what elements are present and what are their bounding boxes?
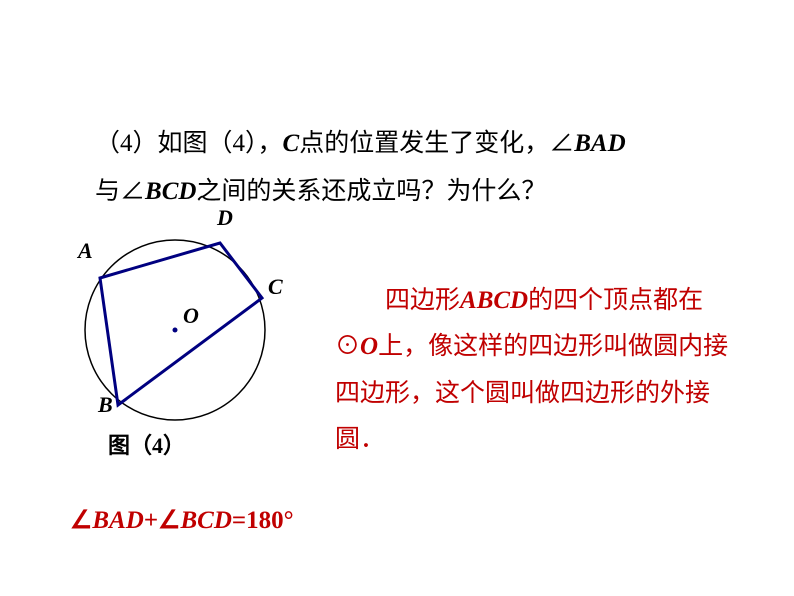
angle-bad-2: BAD bbox=[92, 507, 143, 534]
label-c: C bbox=[268, 274, 283, 300]
label-o: O bbox=[183, 303, 199, 329]
question-part4: 之间的关系还成立吗？为什么？ bbox=[196, 178, 546, 205]
label-a: A bbox=[78, 238, 93, 264]
explanation-part3: 上，像这样的四边形叫做圆内接四边形，这个圆叫做四边形的外接圆． bbox=[335, 333, 728, 453]
degree-value: 180° bbox=[246, 507, 294, 534]
question-part2: 点的位置发生了变化，∠ bbox=[299, 130, 574, 157]
equals-sign: = bbox=[232, 507, 246, 534]
quadrilateral-abcd bbox=[100, 243, 262, 405]
angle-bad-1: BAD bbox=[574, 130, 625, 157]
center-o: O bbox=[360, 333, 378, 360]
angle-symbol-1: ∠ bbox=[70, 507, 92, 534]
question-text: （4）如图（4），C点的位置发生了变化，∠BAD 与∠BCD之间的关系还成立吗？为… bbox=[95, 120, 740, 215]
point-c: C bbox=[283, 130, 300, 157]
angle-symbol-2: ∠ bbox=[158, 507, 180, 534]
explanation-text: 四边形ABCD的四个顶点都在⊙O上，像这样的四边形叫做圆内接四边形，这个圆叫做四… bbox=[335, 278, 745, 463]
angle-bcd-2: BCD bbox=[181, 507, 232, 534]
conclusion-formula: ∠BAD+∠BCD=180° bbox=[70, 505, 294, 535]
center-dot bbox=[173, 328, 178, 333]
figure-caption: 图（4） bbox=[108, 428, 185, 460]
label-b: B bbox=[98, 392, 113, 418]
diagram-container: A B C D O bbox=[65, 215, 310, 455]
explanation-indent bbox=[335, 287, 385, 314]
quad-abcd: ABCD bbox=[460, 287, 528, 314]
question-part1: （4）如图（4）， bbox=[95, 130, 283, 157]
geometry-diagram bbox=[65, 215, 310, 455]
label-d: D bbox=[217, 205, 233, 231]
question-part3: 与∠ bbox=[95, 178, 145, 205]
explanation-part1: 四边形 bbox=[385, 287, 460, 314]
plus-sign: + bbox=[144, 507, 158, 534]
angle-bcd-1: BCD bbox=[145, 178, 196, 205]
